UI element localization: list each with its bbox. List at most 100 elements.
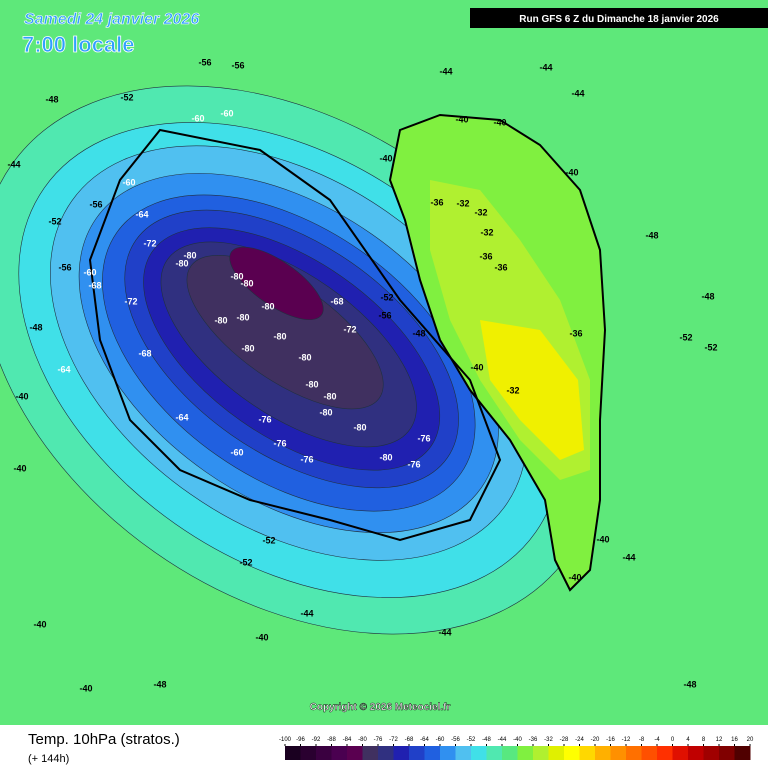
contour-label: -32 bbox=[506, 385, 519, 395]
contour-label: -44 bbox=[622, 552, 635, 562]
contour-label: -72 bbox=[143, 238, 156, 248]
contour-label: -36 bbox=[430, 197, 443, 207]
scale-label: -24 bbox=[575, 737, 584, 743]
scale-swatch bbox=[533, 746, 549, 760]
contour-label: -80 bbox=[353, 422, 366, 432]
scale-swatch bbox=[734, 746, 751, 760]
contour-label: -52 bbox=[120, 92, 133, 102]
contour-label: -40 bbox=[15, 391, 28, 401]
scale-label: -80 bbox=[358, 737, 367, 743]
temperature-fields bbox=[0, 85, 600, 635]
contour-label: -44 bbox=[300, 608, 313, 618]
contour-label: -48 bbox=[153, 679, 166, 689]
scale-swatch bbox=[331, 746, 348, 760]
scale-swatch bbox=[440, 746, 456, 760]
contour-label: -80 bbox=[273, 331, 286, 341]
contour-label: -76 bbox=[417, 433, 430, 443]
run: Run GFS 6 Z du Dimanche 18 janvier 2026 bbox=[519, 14, 719, 25]
contour-label: -40 bbox=[493, 117, 506, 127]
contour-label: -48 bbox=[701, 291, 714, 301]
contour-label: -44 bbox=[439, 66, 452, 76]
contour-label: -80 bbox=[319, 407, 332, 417]
contour-label: -76 bbox=[300, 454, 313, 464]
contour-label: -48 bbox=[412, 328, 425, 338]
run-box bbox=[470, 8, 768, 28]
scale-swatch bbox=[703, 746, 720, 760]
contour-label: -44 bbox=[438, 627, 451, 637]
contour-label: -68 bbox=[330, 296, 343, 306]
contour-label: -76 bbox=[407, 459, 420, 469]
date: Samedi 24 janvier 2026 bbox=[24, 11, 199, 28]
footer-title: Temp. 10hPa (stratos.) bbox=[28, 731, 180, 748]
contour-label: -44 bbox=[539, 62, 552, 72]
scale-swatch bbox=[347, 746, 363, 760]
scale-label: -92 bbox=[312, 737, 321, 743]
contour-label: -80 bbox=[298, 352, 311, 362]
scale-swatch bbox=[579, 746, 596, 760]
contour-label: -40 bbox=[33, 619, 46, 629]
scale-swatch bbox=[285, 746, 301, 760]
scale-label: -48 bbox=[482, 737, 491, 743]
scale-swatch bbox=[316, 746, 332, 760]
scale-label: -84 bbox=[343, 737, 352, 743]
scale-label: -96 bbox=[296, 737, 305, 743]
scale-label: -44 bbox=[498, 737, 507, 743]
contour-label: -80 bbox=[236, 312, 249, 322]
scale-label: -68 bbox=[405, 737, 414, 743]
contour-label: -80 bbox=[240, 278, 253, 288]
scale-label: -4 bbox=[654, 737, 660, 743]
contour-label: -64 bbox=[175, 412, 188, 422]
contour-label: -40 bbox=[13, 463, 26, 473]
scale-label: -56 bbox=[451, 737, 460, 743]
scale-swatch bbox=[688, 746, 704, 760]
scale-swatch bbox=[610, 746, 627, 760]
contour-label: -56 bbox=[198, 57, 211, 67]
contour-label: -80 bbox=[261, 301, 274, 311]
contour-label: -60 bbox=[220, 108, 233, 118]
contour-label: -60 bbox=[122, 177, 135, 187]
contour-label: -40 bbox=[379, 153, 392, 163]
scale-label: -16 bbox=[606, 737, 615, 743]
contour-label: -36 bbox=[494, 262, 507, 272]
scale-swatch bbox=[362, 746, 379, 760]
scale-swatch bbox=[672, 746, 689, 760]
contour-label: -40 bbox=[470, 362, 483, 372]
scale-label: -52 bbox=[467, 737, 476, 743]
contour-label: -40 bbox=[255, 632, 268, 642]
contour-label: -72 bbox=[124, 296, 137, 306]
scale-label: -32 bbox=[544, 737, 553, 743]
contour-label: -76 bbox=[258, 414, 271, 424]
contour-label: -36 bbox=[569, 328, 582, 338]
contour-label: -40 bbox=[596, 534, 609, 544]
scale-label: -20 bbox=[591, 737, 600, 743]
contour-label: -76 bbox=[273, 438, 286, 448]
contour-label: -32 bbox=[456, 198, 469, 208]
scale-label: 20 bbox=[747, 737, 754, 743]
contour-label: -52 bbox=[679, 332, 692, 342]
color-scale: -100 -96 -92 -88 -84 -80 -76 -72 -68 -64 -60 -56 -52… bbox=[279, 737, 754, 760]
scale-label: 12 bbox=[716, 737, 723, 743]
scale-label: -60 bbox=[436, 737, 445, 743]
contour-label: -80 bbox=[230, 271, 243, 281]
scale-swatch bbox=[471, 746, 487, 760]
contour-label: -80 bbox=[323, 391, 336, 401]
contour-label: -48 bbox=[45, 94, 58, 104]
scale-swatch bbox=[548, 746, 565, 760]
scale-swatch bbox=[641, 746, 658, 760]
contour-label: -68 bbox=[88, 280, 101, 290]
contour-label: -68 bbox=[138, 348, 151, 358]
copyright: Copyright © 2026 Meteociel.fr bbox=[310, 702, 451, 713]
contour-label: -40 bbox=[79, 683, 92, 693]
contour-label: -52 bbox=[704, 342, 717, 352]
time: 7:00 locale bbox=[22, 32, 135, 57]
contour-label: -56 bbox=[58, 262, 71, 272]
contour-label: -44 bbox=[7, 159, 20, 169]
scale-swatch bbox=[455, 746, 472, 760]
contour-label: -80 bbox=[379, 452, 392, 462]
contour-label: -52 bbox=[239, 557, 252, 567]
scale-swatch bbox=[424, 746, 441, 760]
contour-label: -60 bbox=[191, 113, 204, 123]
scale-label: -72 bbox=[389, 737, 398, 743]
scale-label: -12 bbox=[622, 737, 631, 743]
